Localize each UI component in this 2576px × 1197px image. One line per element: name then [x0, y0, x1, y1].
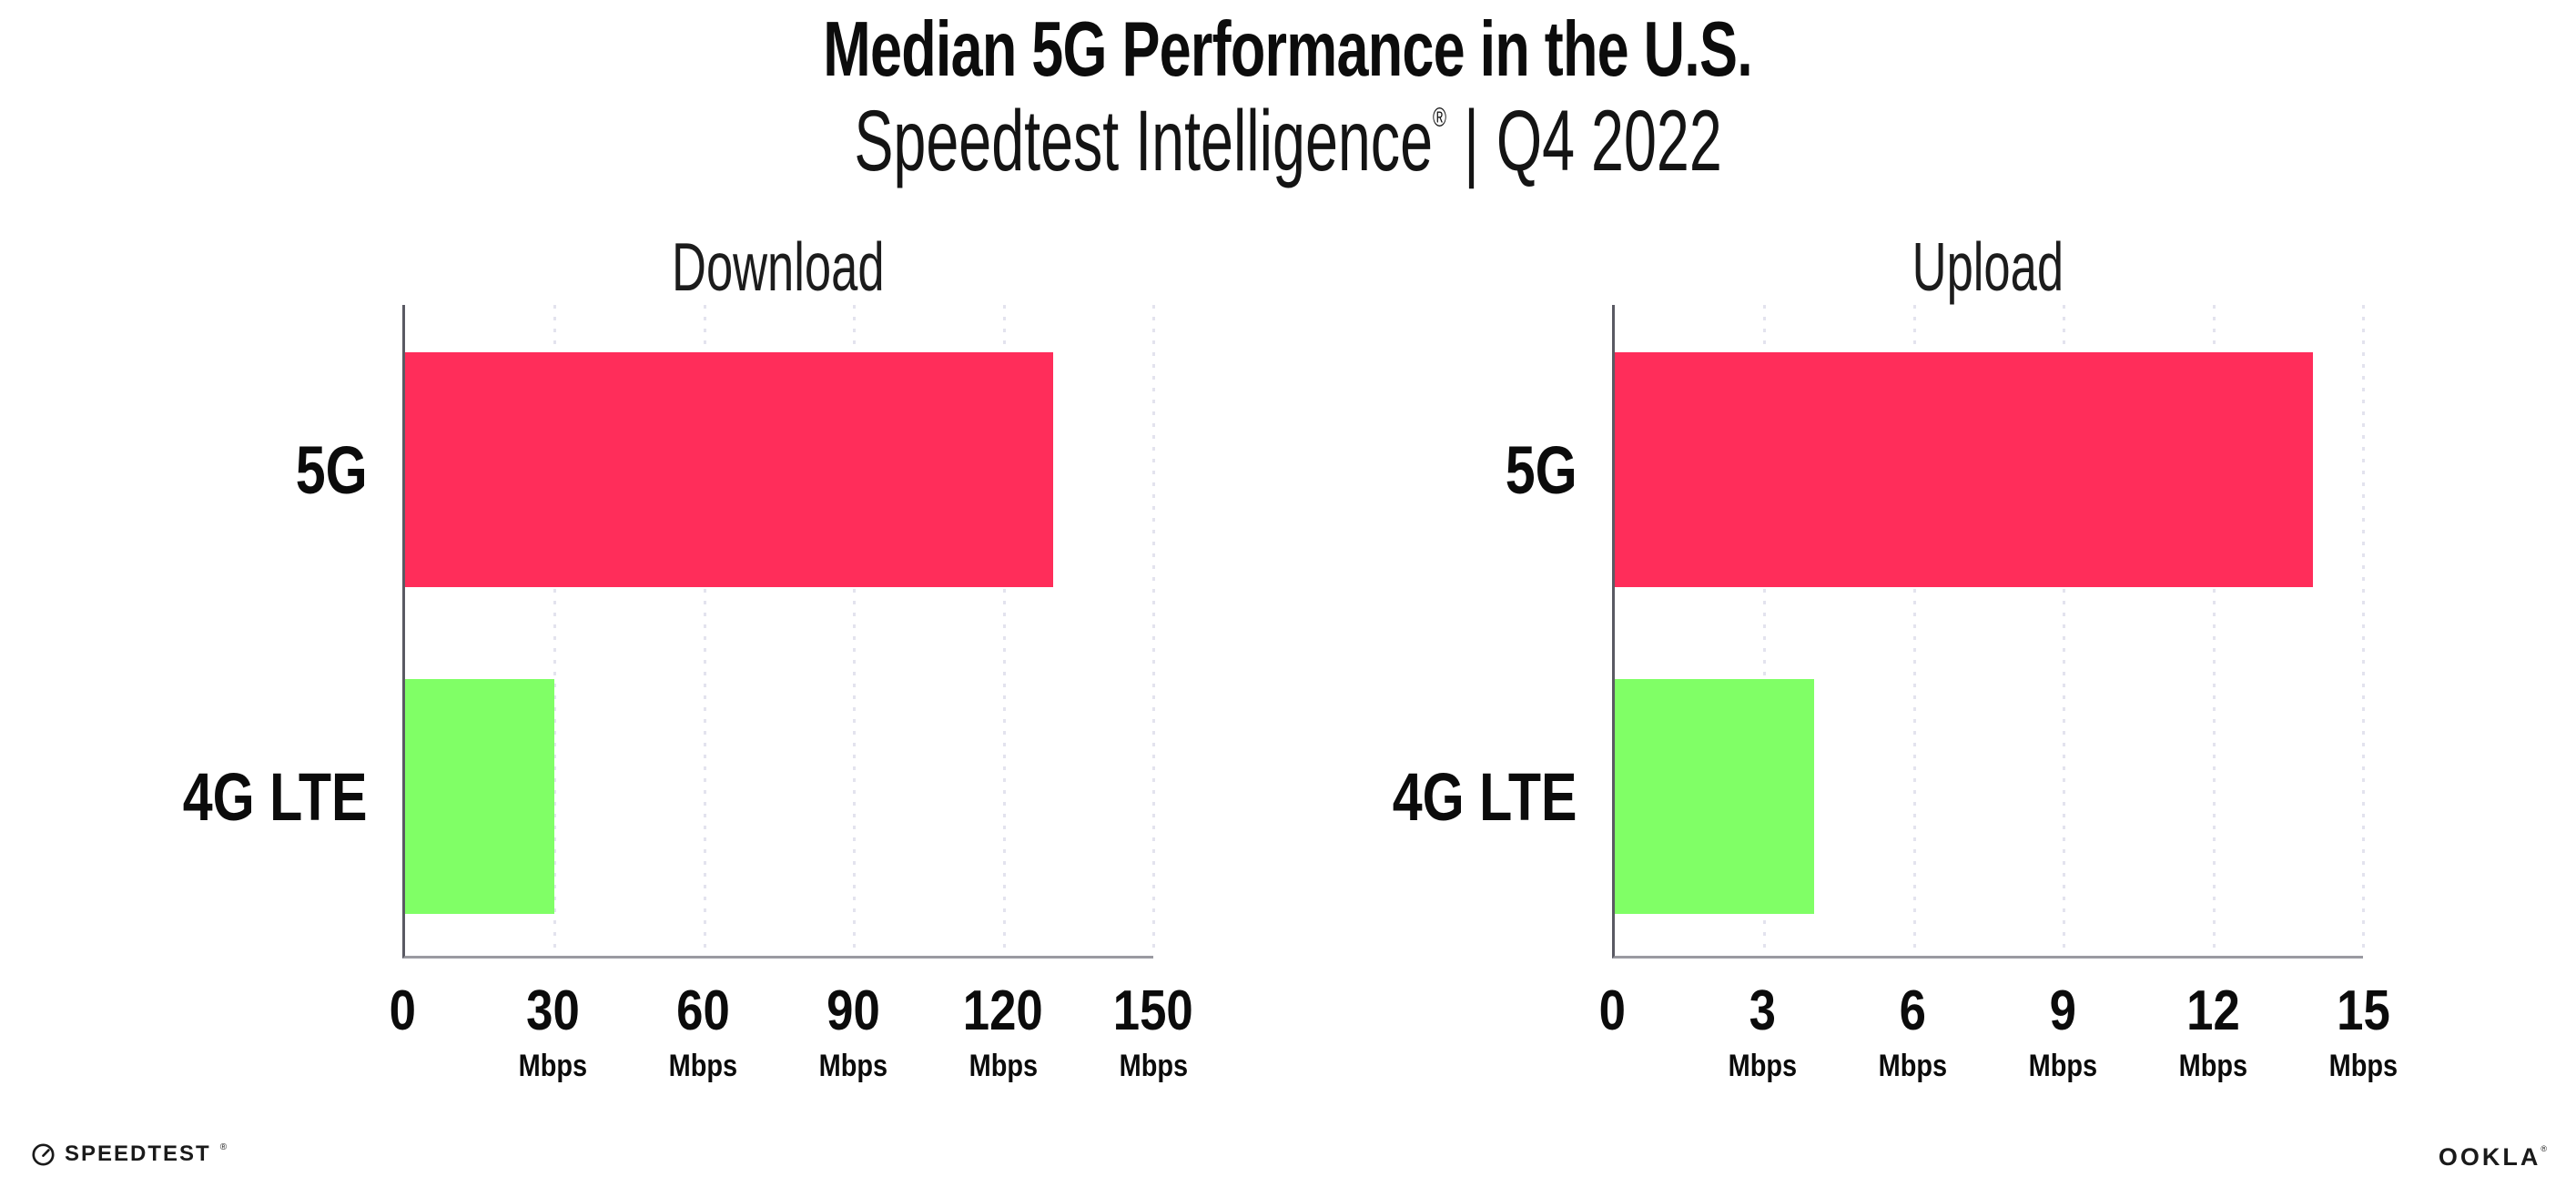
x-tick-150: 150 Mbps: [1080, 979, 1226, 1084]
upload-chart-title: Upload: [1912, 228, 2064, 305]
ookla-logo: OOKLA ®: [2439, 1143, 2547, 1171]
upload-bar-4g-lte: [1615, 679, 1815, 914]
registered-mark: ®: [1432, 103, 1447, 133]
gridline-60-mbps: [703, 305, 706, 956]
x-tick-unit: Mbps: [518, 1049, 587, 1083]
x-tick-0: 0: [330, 979, 475, 1043]
x-tick-unit: Mbps: [818, 1049, 887, 1083]
x-tick-value: 15: [2336, 979, 2390, 1042]
x-tick-30: 30 Mbps: [480, 979, 625, 1084]
x-tick-value: 150: [1113, 979, 1193, 1042]
x-tick-9: 9 Mbps: [1990, 979, 2135, 1084]
x-tick-value: 12: [2186, 979, 2240, 1042]
category-label-4g-lte: 4G LTE: [1393, 758, 1577, 835]
category-label-5g: 5G: [1506, 431, 1577, 508]
download-bar-4g-lte: [405, 679, 555, 914]
gridline-6-mbps: [1912, 305, 1916, 956]
page-title: Median 5G Performance in the U.S.: [0, 5, 2576, 95]
subtitle-separator: |: [1464, 93, 1479, 189]
x-tick-unit: Mbps: [1119, 1049, 1188, 1083]
x-tick-3: 3 Mbps: [1689, 979, 1835, 1084]
x-tick-90: 90 Mbps: [780, 979, 926, 1084]
x-tick-unit: Mbps: [1728, 1049, 1797, 1083]
speedtest-wordmark: SPEEDTEST: [65, 1141, 211, 1166]
x-tick-unit: Mbps: [1878, 1049, 1947, 1083]
x-tick-unit: Mbps: [969, 1049, 1038, 1083]
x-tick-value: 0: [389, 979, 416, 1042]
x-tick-value: 0: [1598, 979, 1626, 1042]
gridline-30-mbps: [553, 305, 557, 956]
x-tick-60: 60 Mbps: [630, 979, 776, 1084]
category-label-5g: 5G: [296, 431, 368, 508]
x-tick-value: 60: [675, 979, 730, 1042]
gridline-120-mbps: [1002, 305, 1006, 956]
x-tick-value: 30: [525, 979, 580, 1042]
upload-chart: Upload 0 3 Mbps 6 Mbps 9 Mbps 12 Mbps 15 Mbps 5G 4G …: [1321, 228, 2418, 1142]
subtitle-period: Q4 2022: [1496, 93, 1722, 189]
gridline-15-mbps: [2362, 305, 2365, 956]
download-plot-area: [402, 305, 1155, 959]
speedtest-registered-mark: ®: [219, 1141, 228, 1152]
subtitle-brand: Speedtest Intelligence: [854, 93, 1433, 189]
ookla-registered-mark: ®: [2541, 1144, 2547, 1153]
x-tick-15: 15 Mbps: [2290, 979, 2436, 1084]
x-tick-value: 120: [963, 979, 1043, 1042]
download-chart: Download 0 30 Mbps 60 Mbps 90 Mbps 120 Mbps 150 Mb…: [111, 228, 1208, 1142]
x-tick-unit: Mbps: [2328, 1049, 2398, 1083]
ookla-wordmark: OOKLA: [2438, 1142, 2541, 1171]
download-bar-5g: [405, 352, 1054, 587]
x-tick-value: 90: [826, 979, 880, 1042]
gridline-12-mbps: [2212, 305, 2216, 956]
speedtest-gauge-icon: [32, 1142, 55, 1166]
speedtest-logo: SPEEDTEST ®: [31, 1140, 227, 1169]
page-subtitle: Speedtest Intelligence® | Q4 2022: [0, 92, 2576, 191]
x-tick-120: 120 Mbps: [930, 979, 1076, 1084]
upload-bar-5g: [1615, 352, 2314, 587]
gridline-3-mbps: [1763, 305, 1767, 956]
x-tick-value: 3: [1749, 979, 1776, 1042]
x-tick-unit: Mbps: [668, 1049, 737, 1083]
x-tick-unit: Mbps: [2178, 1049, 2247, 1083]
gridline-9-mbps: [2063, 305, 2066, 956]
x-tick-value: 9: [2049, 979, 2076, 1042]
x-tick-0: 0: [1539, 979, 1685, 1043]
x-tick-12: 12 Mbps: [2140, 979, 2286, 1084]
x-tick-6: 6 Mbps: [1840, 979, 1985, 1084]
download-chart-title: Download: [671, 228, 885, 305]
x-tick-value: 6: [1899, 979, 1926, 1042]
category-label-4g-lte: 4G LTE: [183, 758, 368, 835]
page-title-text: Median 5G Performance in the U.S.: [823, 6, 1753, 93]
x-tick-unit: Mbps: [2028, 1049, 2097, 1083]
gridline-150-mbps: [1152, 305, 1155, 956]
gridline-90-mbps: [853, 305, 857, 956]
upload-plot-area: [1612, 305, 2365, 959]
